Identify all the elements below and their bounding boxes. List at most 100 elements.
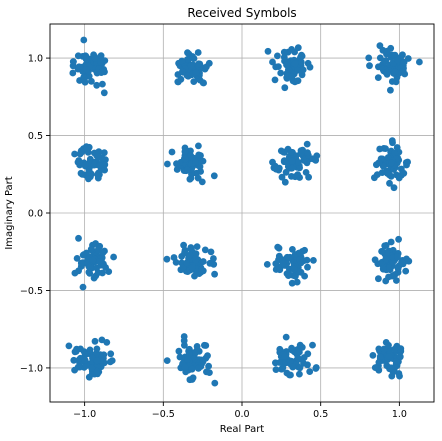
data-point <box>384 69 391 76</box>
data-point <box>281 84 288 91</box>
data-point <box>70 58 77 65</box>
data-point <box>370 352 377 359</box>
data-point <box>295 355 302 362</box>
data-point <box>195 60 202 67</box>
data-point <box>200 358 207 365</box>
data-point <box>82 162 89 169</box>
data-point <box>300 157 307 164</box>
data-point <box>298 59 305 66</box>
data-point <box>375 159 382 166</box>
data-point <box>278 148 285 155</box>
data-point <box>298 147 305 154</box>
data-point <box>204 352 211 359</box>
data-point <box>190 78 197 85</box>
data-point <box>304 350 311 357</box>
data-point <box>389 137 396 144</box>
data-point <box>297 364 304 371</box>
data-point <box>183 260 190 267</box>
x-tick-label: −0.5 <box>152 409 175 420</box>
data-point <box>83 66 90 73</box>
data-point <box>378 248 385 255</box>
data-point <box>96 258 103 265</box>
data-point <box>80 284 87 291</box>
data-point <box>97 58 104 65</box>
data-point <box>399 260 406 267</box>
data-point <box>84 145 91 152</box>
data-point <box>273 366 280 373</box>
data-point <box>211 380 218 387</box>
data-point <box>401 71 408 78</box>
data-point <box>164 256 171 263</box>
data-point <box>189 264 196 271</box>
data-point <box>103 339 110 346</box>
data-point <box>272 64 279 71</box>
data-point <box>75 235 82 242</box>
data-point <box>366 62 373 69</box>
data-point <box>99 68 106 75</box>
data-point <box>69 70 76 77</box>
data-point <box>289 158 296 165</box>
data-point <box>192 349 199 356</box>
data-point <box>402 268 409 275</box>
data-point <box>313 364 320 371</box>
data-point <box>173 259 180 266</box>
data-point <box>384 170 391 177</box>
data-point <box>292 60 299 67</box>
data-point <box>80 37 87 44</box>
data-point <box>96 162 103 169</box>
data-point <box>371 174 378 181</box>
data-point <box>375 74 382 81</box>
data-point <box>304 141 311 148</box>
data-point <box>78 148 85 155</box>
data-point <box>276 359 283 366</box>
data-point <box>195 49 202 56</box>
data-point <box>107 350 114 357</box>
data-point <box>78 170 85 177</box>
data-point <box>87 347 94 354</box>
data-point <box>99 81 106 88</box>
data-point <box>283 334 290 341</box>
data-point <box>83 56 90 63</box>
data-point <box>393 79 400 86</box>
data-point <box>301 273 308 280</box>
data-point <box>193 250 200 257</box>
data-point <box>110 254 117 261</box>
data-point <box>179 68 186 75</box>
data-point <box>295 77 302 84</box>
data-point <box>78 260 85 267</box>
data-point <box>291 266 298 273</box>
data-point <box>384 48 391 55</box>
data-point <box>304 149 311 156</box>
y-tick-label: 0.0 <box>28 209 43 220</box>
data-point <box>295 159 302 166</box>
data-point <box>198 266 205 273</box>
data-point <box>310 257 317 264</box>
data-point <box>306 368 313 375</box>
data-point <box>264 261 271 268</box>
data-point <box>193 69 200 76</box>
data-point <box>211 271 218 278</box>
data-point <box>285 272 292 279</box>
data-point <box>392 271 399 278</box>
data-point <box>286 255 293 262</box>
chart-title: Received Symbols <box>187 6 296 20</box>
data-point <box>288 46 295 53</box>
data-point <box>380 265 387 272</box>
data-point <box>294 279 301 286</box>
data-point <box>289 73 296 80</box>
data-point <box>192 159 199 166</box>
data-point <box>388 364 395 371</box>
data-point <box>272 77 279 84</box>
data-point <box>274 53 281 60</box>
data-point <box>195 152 202 159</box>
data-point <box>173 160 180 167</box>
data-point <box>385 342 392 349</box>
data-point <box>207 260 214 267</box>
data-point <box>388 160 395 167</box>
data-point <box>397 353 404 360</box>
data-point <box>202 247 209 254</box>
data-point <box>288 345 295 352</box>
data-point <box>312 157 319 164</box>
data-point <box>391 346 398 353</box>
